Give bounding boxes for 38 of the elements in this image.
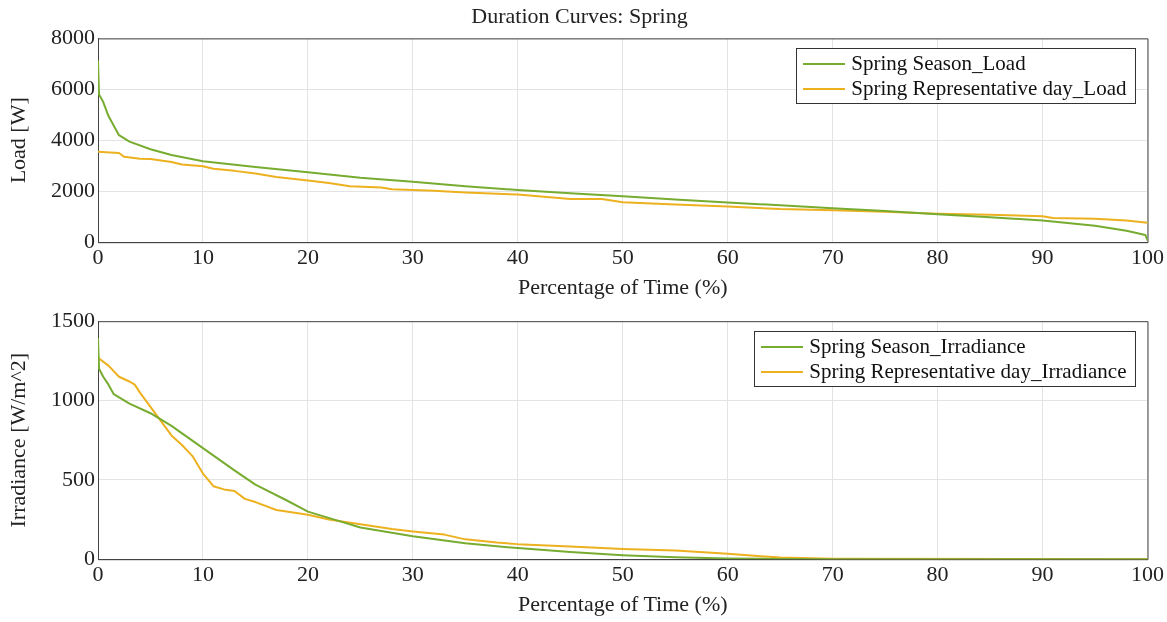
x-tick-label: 100	[1131, 561, 1164, 587]
x-tick-label: 20	[296, 244, 319, 270]
x-tick-label: 70	[821, 561, 844, 587]
x-tick-label: 20	[296, 561, 319, 587]
y-tick-label: 1000	[51, 386, 95, 412]
x-tick-label: 80	[926, 561, 949, 587]
x-tick-label: 40	[506, 244, 529, 270]
x-tick-label: 50	[611, 244, 634, 270]
y-tick-label: 8000	[51, 24, 95, 50]
x-tick-label: 10	[191, 244, 214, 270]
y-tick-label: 0	[84, 227, 95, 253]
x-tick-label: 50	[611, 561, 634, 587]
x-tick-label: 90	[1031, 244, 1054, 270]
y-tick-label: 500	[62, 465, 95, 491]
x-axis-title: Percentage of Time (%)	[517, 590, 728, 616]
x-tick-label: 60	[716, 244, 739, 270]
y-axis-title: Irradiance [W/m^2]	[4, 352, 30, 528]
x-tick-label: 10	[191, 561, 214, 587]
y-tick-label: 6000	[51, 75, 95, 101]
y-tick-label: 0	[84, 544, 95, 570]
legend-label: Spring Representative day_Irradiance	[809, 359, 1127, 385]
x-tick-label: 30	[401, 561, 424, 587]
x-tick-label: 30	[401, 244, 424, 270]
x-tick-label: 90	[1031, 561, 1054, 587]
x-tick-label: 70	[821, 244, 844, 270]
legend-label: Spring Season_Irradiance	[809, 334, 1026, 360]
y-tick-label: 1500	[51, 306, 95, 332]
x-tick-label: 80	[926, 244, 949, 270]
y-tick-label: 4000	[51, 126, 95, 152]
y-axis-title: Load [W]	[4, 97, 30, 184]
x-tick-label: 40	[506, 561, 529, 587]
legend-label: Spring Representative day_Load	[851, 76, 1127, 102]
x-axis-title: Percentage of Time (%)	[517, 273, 728, 299]
x-tick-label: 100	[1131, 244, 1164, 270]
legend-label: Spring Season_Load	[851, 51, 1026, 77]
y-tick-label: 2000	[51, 177, 95, 203]
chart-title: Duration Curves: Spring	[471, 2, 688, 28]
x-tick-label: 60	[716, 561, 739, 587]
